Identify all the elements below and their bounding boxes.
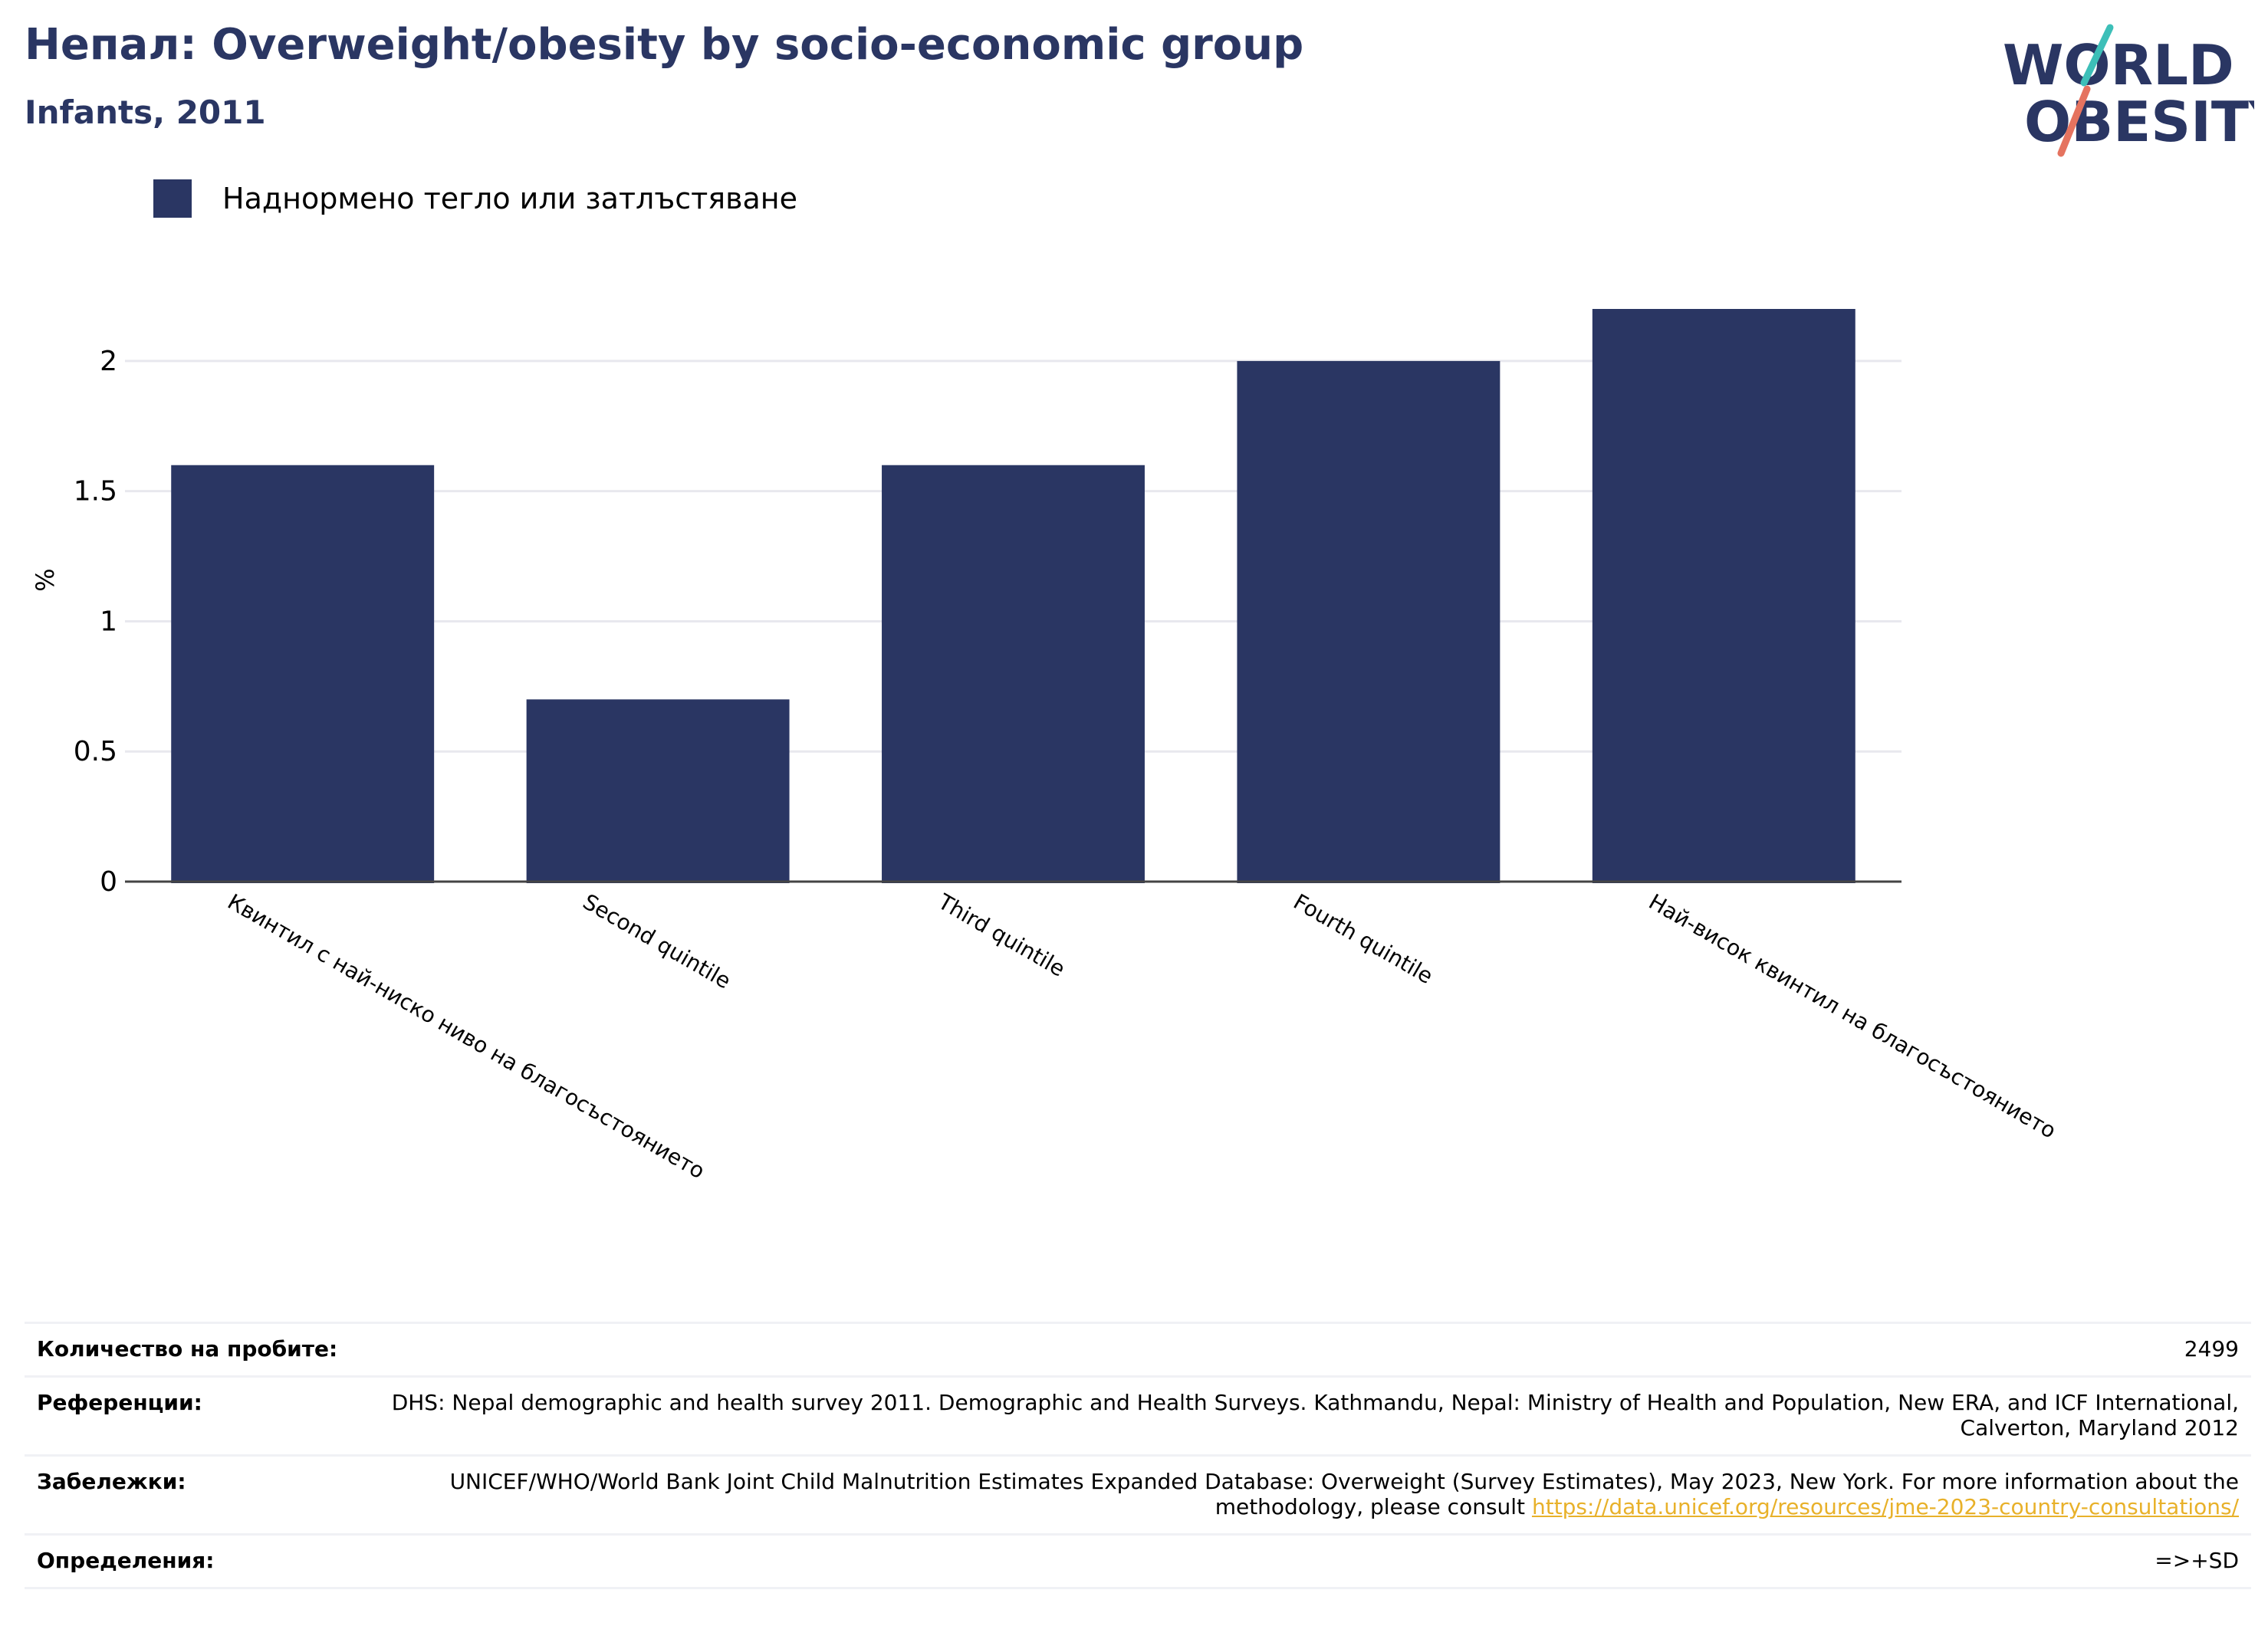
y-tick-label: 2 [100, 346, 117, 377]
sample-size-value: 2499 [2184, 1336, 2239, 1362]
footer-row-definitions: Определения: =>+SD [25, 1533, 2251, 1589]
y-tick-label: 1 [100, 606, 117, 637]
x-tick-label: Най-висок квинтил на благосъстоянието [1645, 889, 2060, 1143]
x-tick-labels: Квинтил с най-ниско ниво на благосъстоян… [223, 889, 2060, 1184]
footer-row-references: Референции: DHS: Nepal demographic and h… [25, 1375, 2251, 1454]
bar [1237, 360, 1500, 884]
y-tick-label: 0 [100, 866, 117, 898]
sample-size-label: Количество на пробите: [37, 1336, 338, 1362]
bar [1592, 309, 1855, 883]
chart-subtitle: Infants, 2011 [25, 94, 266, 131]
chart-footer: Количество на пробите: 2499 Референции: … [25, 1322, 2251, 1589]
bar-chart: 0 0.5 1 1.5 2 Квинтил с най-ниско ниво на бл… [31, 309, 2060, 1184]
references-value: DHS: Nepal demographic and health survey… [391, 1390, 2239, 1440]
bar [526, 699, 790, 883]
y-axis-label: % [31, 568, 60, 591]
notes-value-wrap: UNICEF/WHO/World Bank Joint Child Malnut… [307, 1469, 2239, 1519]
definitions-value: =>+SD [2155, 1548, 2239, 1573]
world-obesity-logo: WORLD OBESITY [2003, 24, 2254, 157]
y-tick-labels: 0 0.5 1 1.5 2 [74, 346, 117, 898]
definitions-label: Определения: [37, 1548, 215, 1573]
legend-label: Наднормено тегло или затлъстяване [222, 182, 797, 215]
legend-swatch [153, 179, 192, 218]
bar [882, 465, 1145, 883]
y-tick-label: 1.5 [74, 476, 117, 508]
bar-layer [171, 309, 1855, 884]
bar [171, 465, 435, 883]
x-tick-label: Third quintile [933, 889, 1070, 982]
notes-label: Забележки: [37, 1469, 186, 1494]
x-tick-label: Fourth quintile [1289, 889, 1437, 989]
logo-line1: WORLD [2003, 33, 2234, 97]
chart-legend: Наднормено тегло или затлъстяване [153, 179, 797, 218]
references-label: Референции: [37, 1390, 202, 1415]
notes-value: UNICEF/WHO/World Bank Joint Child Malnut… [449, 1469, 2239, 1519]
chart-title: Непал: Overweight/obesity by socio-econo… [25, 20, 1304, 70]
y-tick-label: 0.5 [74, 736, 117, 767]
footer-row-notes: Забележки: UNICEF/WHO/World Bank Joint C… [25, 1454, 2251, 1533]
notes-link[interactable]: https://data.unicef.org/resources/jme-20… [1531, 1494, 2239, 1519]
footer-row-sample: Количество на пробите: 2499 [25, 1322, 2251, 1375]
x-tick-label: Second quintile [579, 889, 735, 994]
